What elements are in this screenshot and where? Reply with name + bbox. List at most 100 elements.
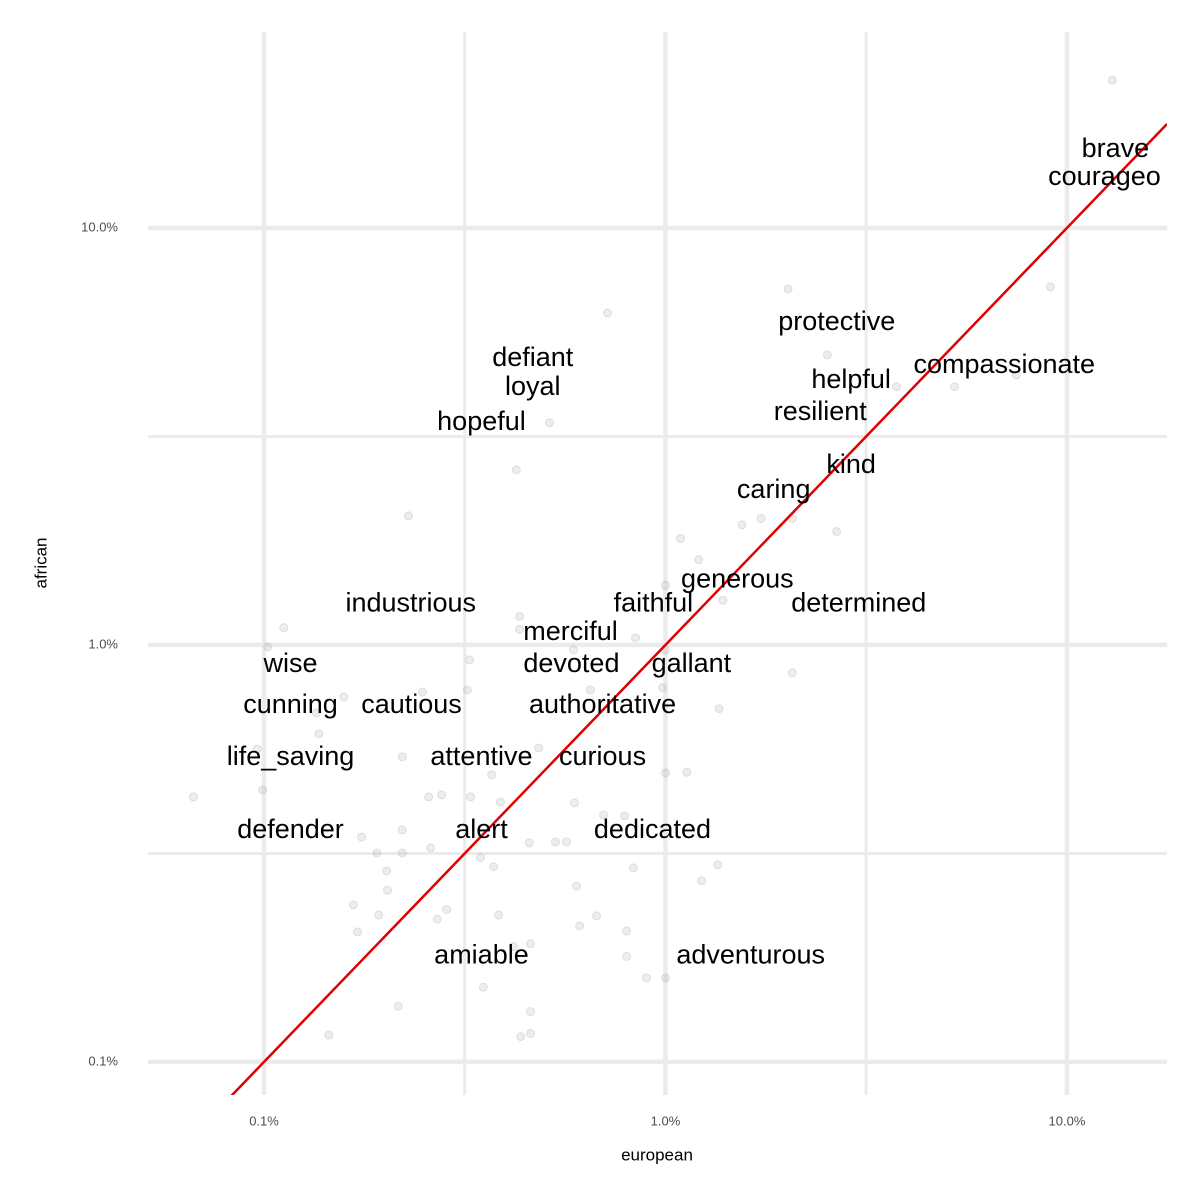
word-label: wise bbox=[263, 648, 318, 678]
point bbox=[676, 533, 686, 543]
point bbox=[475, 853, 485, 863]
word-label: determined bbox=[791, 588, 926, 618]
point bbox=[348, 900, 358, 910]
point bbox=[442, 905, 452, 915]
point bbox=[1046, 282, 1056, 292]
word-label: dedicated bbox=[594, 814, 711, 844]
reference-line-group bbox=[230, 123, 1167, 1095]
point bbox=[599, 810, 609, 820]
word-label: generous bbox=[681, 563, 794, 593]
word-label: authoritative bbox=[529, 689, 676, 719]
y-tick-label: 10.0% bbox=[81, 219, 118, 234]
word-label: compassionate bbox=[913, 349, 1095, 379]
y-axis-title: african bbox=[31, 537, 50, 588]
point bbox=[397, 848, 407, 858]
point bbox=[397, 752, 407, 762]
point bbox=[339, 692, 349, 702]
word-label: caring bbox=[737, 474, 811, 504]
point bbox=[660, 768, 670, 778]
point bbox=[550, 837, 560, 847]
word-label: defiant bbox=[492, 342, 574, 372]
point bbox=[372, 848, 382, 858]
point bbox=[511, 465, 521, 475]
word-label: attentive bbox=[430, 741, 532, 771]
point bbox=[718, 595, 728, 605]
point bbox=[694, 555, 704, 565]
point bbox=[525, 1028, 535, 1038]
word-label: alert bbox=[455, 814, 508, 844]
point bbox=[495, 797, 505, 807]
point bbox=[575, 921, 585, 931]
point bbox=[489, 862, 499, 872]
word-label: gallant bbox=[652, 648, 732, 678]
point bbox=[494, 910, 504, 920]
point bbox=[1011, 370, 1021, 380]
point bbox=[374, 910, 384, 920]
point bbox=[397, 825, 407, 835]
point bbox=[357, 832, 367, 842]
point bbox=[622, 951, 632, 961]
point bbox=[257, 785, 267, 795]
point bbox=[525, 1007, 535, 1017]
point bbox=[487, 770, 497, 780]
point bbox=[324, 1030, 334, 1040]
reference-line bbox=[230, 123, 1167, 1095]
point bbox=[353, 927, 363, 937]
point bbox=[569, 645, 579, 655]
point bbox=[417, 687, 427, 697]
point bbox=[622, 926, 632, 936]
word-label: amiable bbox=[434, 940, 529, 970]
point bbox=[188, 792, 198, 802]
word-label: curious bbox=[559, 741, 646, 771]
point bbox=[642, 973, 652, 983]
point bbox=[403, 511, 413, 521]
point bbox=[660, 580, 670, 590]
word-label: kind bbox=[826, 449, 876, 479]
point bbox=[571, 881, 581, 891]
point bbox=[891, 382, 901, 392]
point bbox=[515, 624, 525, 634]
point bbox=[432, 914, 442, 924]
point bbox=[658, 683, 668, 693]
word-label: brave bbox=[1082, 133, 1150, 163]
word-label: faithful bbox=[614, 588, 694, 618]
point bbox=[382, 866, 392, 876]
word-label: industrious bbox=[345, 588, 476, 618]
point bbox=[314, 729, 324, 739]
point bbox=[544, 418, 554, 428]
point bbox=[591, 911, 601, 921]
x-tick-label: 0.1% bbox=[249, 1113, 279, 1128]
point bbox=[426, 843, 436, 853]
word-label: life_saving bbox=[227, 741, 355, 771]
grid bbox=[148, 32, 1167, 1095]
point bbox=[569, 798, 579, 808]
word-label: adventurous bbox=[676, 940, 825, 970]
point bbox=[628, 863, 638, 873]
point bbox=[713, 860, 723, 870]
x-axis-title: european bbox=[621, 1145, 693, 1164]
point bbox=[737, 520, 747, 530]
word-label: loyal bbox=[505, 371, 561, 401]
point bbox=[562, 837, 572, 847]
point bbox=[631, 633, 641, 643]
point bbox=[714, 704, 724, 714]
point bbox=[508, 942, 518, 952]
x-tick-label: 1.0% bbox=[651, 1113, 681, 1128]
point bbox=[697, 876, 707, 886]
word-label: cunning bbox=[243, 689, 338, 719]
point bbox=[465, 655, 475, 665]
word-label: helpful bbox=[811, 364, 891, 394]
point bbox=[787, 668, 797, 678]
point bbox=[437, 790, 447, 800]
point bbox=[534, 743, 544, 753]
word-label: cautious bbox=[361, 689, 462, 719]
point bbox=[515, 611, 525, 621]
point bbox=[1107, 75, 1117, 85]
point bbox=[252, 744, 262, 754]
point bbox=[382, 885, 392, 895]
point bbox=[279, 623, 289, 633]
point bbox=[660, 973, 670, 983]
point bbox=[516, 1032, 526, 1042]
